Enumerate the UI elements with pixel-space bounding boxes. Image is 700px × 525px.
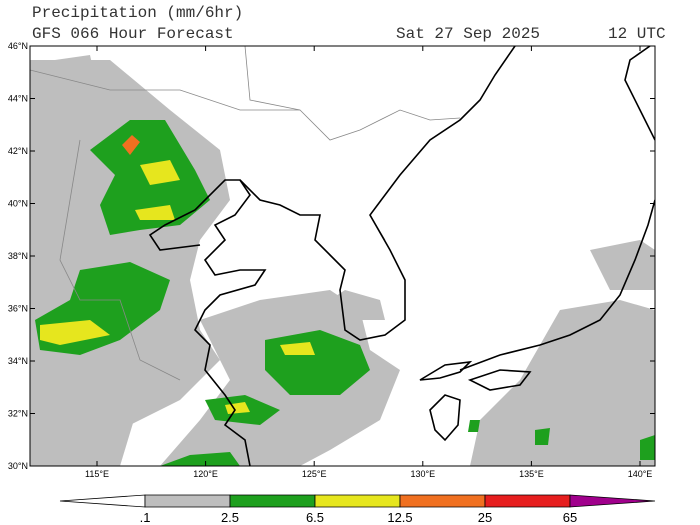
colorbar-label: 12.5 [387, 510, 412, 525]
time: 12 UTC [608, 25, 666, 43]
lon-label: 140°E [628, 469, 653, 479]
colorbar-label: 2.5 [221, 510, 239, 525]
colorbar-swatch [144, 494, 231, 508]
lon-label: 125°E [302, 469, 327, 479]
colorbar-label: 65 [563, 510, 577, 525]
colorbar-label: 25 [478, 510, 492, 525]
lat-label: 32°N [8, 409, 28, 419]
colorbar-label: .1 [140, 510, 151, 525]
title: Precipitation (mm/6hr) [32, 4, 243, 22]
lon-label: 115°E [85, 469, 109, 479]
lon-label: 135°E [519, 469, 544, 479]
colorbar-swatch [569, 494, 656, 508]
lat-label: 44°N [8, 94, 28, 104]
lat-label: 36°N [8, 304, 28, 314]
lon-label: 120°E [193, 469, 218, 479]
colorbar-label: 6.5 [306, 510, 324, 525]
lat-label: 42°N [8, 146, 28, 156]
colorbar-swatch [484, 494, 571, 508]
colorbar-swatch [229, 494, 316, 508]
colorbar-swatch [314, 494, 401, 508]
precip-intense [122, 135, 140, 155]
colorbar-swatch [399, 494, 486, 508]
colorbar-swatch [59, 494, 146, 508]
subtitle: GFS 066 Hour Forecast [32, 25, 234, 43]
lat-label: 38°N [8, 251, 28, 261]
lat-label: 40°N [8, 199, 28, 209]
lat-label: 34°N [8, 356, 28, 366]
lat-label: 46°N [8, 41, 28, 51]
date: Sat 27 Sep 2025 [396, 25, 540, 43]
map [30, 46, 655, 466]
lat-label: 30°N [8, 461, 28, 471]
coastlines [148, 46, 655, 466]
lon-label: 130°E [410, 469, 435, 479]
